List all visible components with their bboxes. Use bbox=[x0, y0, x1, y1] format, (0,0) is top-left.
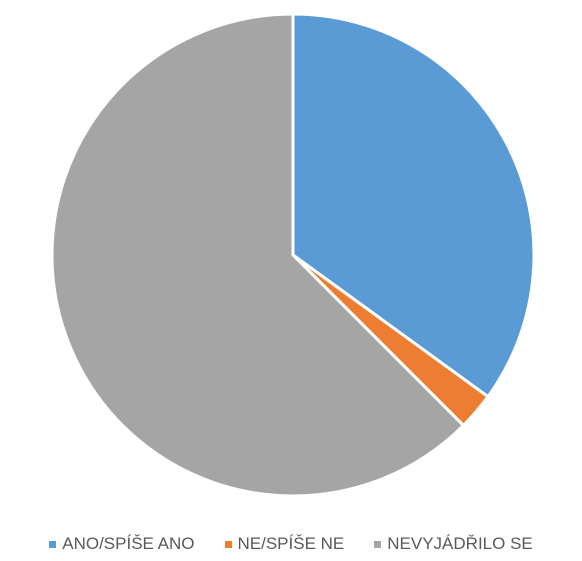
pie-slices bbox=[50, 12, 536, 498]
legend-swatch bbox=[224, 540, 232, 548]
legend-swatch bbox=[374, 540, 382, 548]
legend: ANO/SPÍŠE ANO NE/SPÍŠE NE NEVYJÁDŘILO SE bbox=[0, 534, 582, 554]
pie-chart bbox=[50, 12, 536, 498]
legend-label: NE/SPÍŠE NE bbox=[237, 534, 345, 553]
legend-label: ANO/SPÍŠE ANO bbox=[62, 534, 195, 553]
legend-swatch bbox=[49, 540, 57, 548]
pie-slice-3 bbox=[50, 12, 465, 498]
legend-item-nevyjadrilo: NEVYJÁDŘILO SE bbox=[374, 534, 533, 554]
legend-label: NEVYJÁDŘILO SE bbox=[387, 534, 533, 553]
legend-item-ne: NE/SPÍŠE NE bbox=[224, 534, 345, 554]
legend-item-ano: ANO/SPÍŠE ANO bbox=[49, 534, 195, 554]
pie-slice-1 bbox=[291, 12, 536, 399]
